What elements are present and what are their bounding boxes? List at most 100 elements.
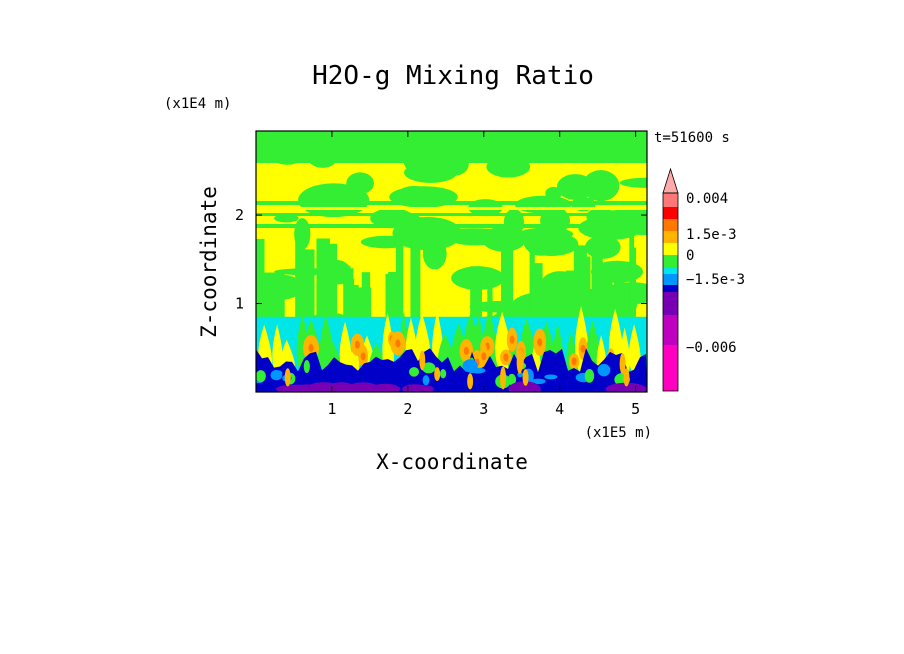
green-region [260, 135, 312, 148]
bottom-layer [256, 348, 647, 392]
y-tick-label: 1 [235, 295, 244, 313]
colorbar-triangle [662, 167, 679, 194]
colorbar-frame [662, 192, 679, 392]
orange-center [509, 335, 515, 344]
purple-region [402, 384, 428, 392]
colorbar-level [663, 243, 678, 255]
green-streak [630, 247, 637, 378]
green-streak [591, 242, 603, 376]
time-label: t=51600 s [654, 130, 730, 146]
orange-center [360, 352, 366, 361]
blue-eddy [544, 374, 558, 380]
orange-center [580, 344, 586, 353]
blue-eddy [440, 368, 447, 379]
orange-center [395, 339, 401, 348]
low-orange-core [284, 368, 291, 387]
y-tick-label: 2 [235, 206, 244, 224]
blue-eddy [409, 367, 420, 377]
green-region [274, 214, 299, 223]
green-streak [256, 238, 265, 375]
x-tick-label: 2 [403, 400, 412, 418]
contour-field [256, 131, 647, 392]
x-axis-ticks: 1 2 3 4 5 [327, 131, 640, 418]
plume [272, 324, 284, 372]
x-tick-label: 5 [631, 400, 640, 418]
green-region [277, 158, 298, 165]
blue-eddy [507, 373, 517, 386]
purple-region [346, 382, 380, 392]
y-axis-ticks: 12 [235, 206, 647, 313]
blue-eddy [530, 378, 546, 385]
low-orange-core [522, 369, 529, 386]
orange-center [503, 353, 509, 362]
green-region [533, 135, 566, 157]
colorbar-level [663, 219, 678, 231]
green-region [601, 134, 647, 158]
green-region [403, 142, 433, 175]
plot-frame [255, 130, 648, 393]
colorbar-level [663, 292, 678, 315]
green-region [486, 155, 531, 178]
cbar-label-15e-3: 1.5e-3 [686, 227, 737, 243]
low-orange-core [434, 367, 441, 381]
blue-eddy [462, 359, 478, 373]
low-orange-core [419, 350, 426, 371]
green-region [298, 183, 370, 218]
low-orange-core [619, 353, 626, 375]
colorbar-level [663, 207, 678, 219]
green-streak [410, 242, 421, 376]
low-orange-core [500, 366, 507, 390]
purple-region [295, 384, 319, 392]
plume [339, 321, 352, 372]
x-tick-label: 3 [479, 400, 488, 418]
orange-center [537, 338, 543, 347]
blue-layer [256, 348, 647, 392]
colorbar-level [663, 267, 678, 274]
green-region [441, 152, 469, 176]
band-lower [256, 224, 647, 228]
purple-region [605, 382, 647, 392]
blue-eddy [517, 372, 524, 378]
colorbar-labels: 0.004 1.5e-3 0 −1.5e-3 −0.006 [686, 191, 745, 356]
colorbar-level [663, 315, 678, 345]
colorbar [662, 167, 679, 392]
green-region [586, 208, 616, 226]
orange-center [463, 346, 469, 355]
chart-title: H2O-g Mixing Ratio [312, 61, 594, 91]
colorbar-level [663, 274, 678, 285]
cbar-label-0004: 0.004 [686, 191, 728, 207]
purple-region [508, 381, 541, 392]
x-axis-label: X-coordinate [376, 450, 528, 474]
low-orange-core [467, 373, 474, 390]
colorbar-level [663, 285, 678, 292]
blue-eddy [303, 359, 310, 374]
green-region [307, 143, 339, 168]
cbar-label-0: 0 [686, 248, 694, 264]
orange-center [481, 352, 487, 361]
blue-eddy [597, 363, 611, 377]
colorbar-level [663, 255, 678, 267]
plume [628, 324, 641, 372]
green-region [584, 235, 621, 259]
y-axis-label: Z-coordinate [197, 186, 221, 338]
green-region [582, 170, 620, 202]
low-orange-core [623, 368, 630, 387]
x-unit-label: (x1E5 m) [585, 425, 652, 441]
blue-eddy [270, 369, 283, 381]
cbar-label-neg-15e-3: −1.5e-3 [686, 272, 745, 288]
blue-eddy [256, 370, 266, 383]
band-middle [256, 213, 647, 216]
colorbar-level [663, 193, 678, 207]
blue-eddy [422, 375, 430, 386]
colorbar-level [663, 231, 678, 243]
green-region [619, 177, 647, 188]
blue-eddy [421, 362, 436, 374]
colorbar-level [663, 345, 678, 391]
plume [382, 312, 394, 372]
band-upper [256, 201, 647, 205]
x-tick-label: 1 [327, 400, 336, 418]
low-orange-core [517, 348, 524, 371]
orange-center [571, 357, 577, 366]
orange-center [354, 340, 360, 349]
